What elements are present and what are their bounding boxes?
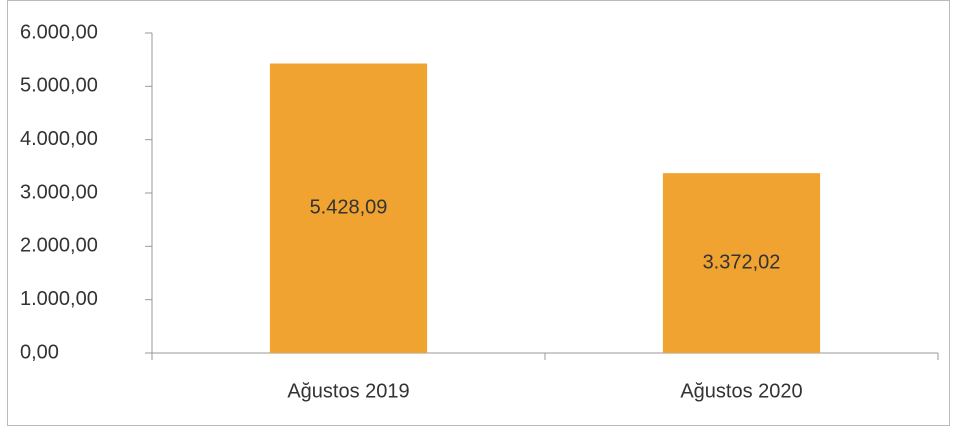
y-tick-label: 5.000,00 (20, 75, 98, 97)
value-label: 5.428,09 (310, 197, 388, 219)
y-tick-label: 6.000,00 (20, 21, 98, 43)
bar (269, 63, 428, 354)
y-tick-label: 3.000,00 (20, 181, 98, 203)
y-tick-label: 4.000,00 (20, 128, 98, 150)
chart-frame (7, 0, 950, 426)
x-tick-label: Ağustos 2019 (287, 380, 409, 402)
x-tick-label: Ağustos 2020 (680, 380, 802, 402)
y-tick-label: 2.000,00 (20, 235, 98, 257)
y-tick-label: 1.000,00 (20, 288, 98, 310)
value-label: 3.372,02 (703, 251, 781, 273)
bar (662, 173, 821, 353)
y-tick-label: 0,00 (20, 341, 59, 363)
